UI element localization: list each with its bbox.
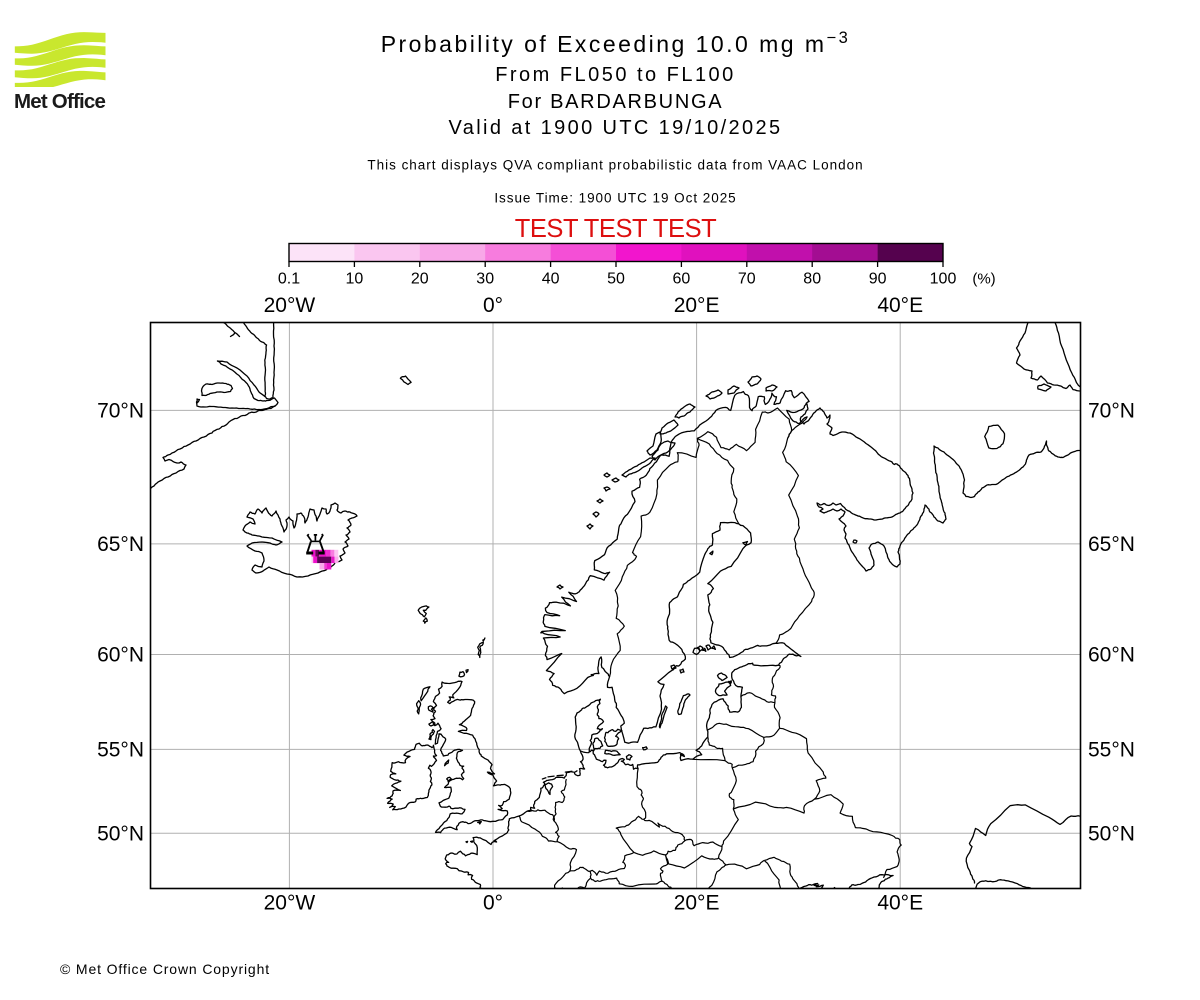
svg-text:© Met Office Crown Copyright: © Met Office Crown Copyright [60, 961, 270, 977]
svg-text:20°W: 20°W [264, 294, 316, 317]
svg-text:60°N: 60°N [1088, 644, 1135, 667]
svg-text:50: 50 [607, 271, 625, 288]
svg-text:20: 20 [411, 271, 429, 288]
svg-text:50°N: 50°N [97, 822, 144, 845]
svg-text:100: 100 [930, 271, 957, 288]
svg-text:60: 60 [673, 271, 691, 288]
svg-text:55°N: 55°N [97, 739, 144, 762]
svg-text:0°: 0° [483, 892, 503, 915]
svg-text:0.1: 0.1 [278, 271, 300, 288]
svg-text:40: 40 [542, 271, 560, 288]
svg-text:50°N: 50°N [1088, 822, 1135, 845]
svg-text:10: 10 [346, 271, 364, 288]
svg-text:Valid at 1900 UTC 19/10/2025: Valid at 1900 UTC 19/10/2025 [449, 117, 783, 139]
svg-text:30: 30 [476, 271, 494, 288]
svg-text:20°E: 20°E [674, 892, 720, 915]
svg-text:40°E: 40°E [877, 294, 923, 317]
svg-text:80: 80 [803, 271, 821, 288]
svg-text:70: 70 [738, 271, 756, 288]
svg-text:90: 90 [869, 271, 887, 288]
svg-text:70°N: 70°N [97, 400, 144, 423]
svg-text:55°N: 55°N [1088, 739, 1135, 762]
svg-text:0°: 0° [483, 294, 503, 317]
svg-text:60°N: 60°N [97, 644, 144, 667]
svg-text:(%): (%) [972, 271, 995, 288]
svg-text:20°E: 20°E [674, 294, 720, 317]
svg-text:Issue Time: 1900 UTC 19 Oct 20: Issue Time: 1900 UTC 19 Oct 2025 [494, 191, 736, 206]
svg-text:40°E: 40°E [877, 892, 923, 915]
svg-text:20°W: 20°W [264, 892, 316, 915]
svg-text:65°N: 65°N [97, 533, 144, 556]
svg-text:Probability of Exceeding 10.0: Probability of Exceeding 10.0 mg m−3 [381, 29, 851, 57]
svg-text:For BARDARBUNGA: For BARDARBUNGA [508, 91, 724, 113]
svg-text:70°N: 70°N [1088, 400, 1135, 423]
svg-text:Met Office: Met Office [14, 90, 105, 113]
svg-text:From FL050 to FL100: From FL050 to FL100 [495, 64, 736, 86]
svg-text:TEST TEST TEST: TEST TEST TEST [515, 215, 717, 243]
svg-text:This chart displays QVA compli: This chart displays QVA compliant probab… [367, 158, 863, 173]
svg-text:65°N: 65°N [1088, 533, 1135, 556]
